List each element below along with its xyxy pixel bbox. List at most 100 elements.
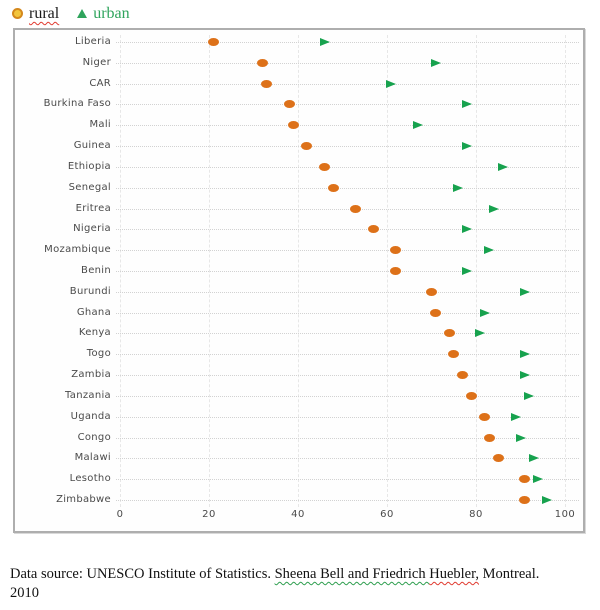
urban-marker [430, 58, 441, 67]
category-label-eritrea: Eritrea [75, 202, 111, 214]
category-label-zambia: Zambia [71, 369, 111, 381]
x-tick-label-0: 0 [116, 509, 124, 520]
row-dotted-line [116, 146, 579, 148]
row-dotted-line [116, 333, 579, 335]
caption-author-names: Sheena Bell and Friedrich [274, 566, 430, 582]
category-label-zimbabwe: Zimbabwe [56, 494, 111, 506]
x-tick-label-100: 100 [554, 509, 576, 520]
row-dotted-line [116, 458, 579, 460]
rural-marker [390, 267, 402, 276]
urban-marker [524, 391, 535, 400]
gridline-x-20 [209, 35, 210, 507]
category-label-lesotho: Lesotho [69, 473, 111, 485]
rural-marker [519, 475, 531, 484]
urban-marker [413, 121, 424, 130]
chart-legend: rural urban [12, 5, 130, 27]
row-dotted-line [116, 416, 579, 418]
urban-marker [462, 267, 473, 276]
row-dotted-line [116, 437, 579, 439]
urban-marker [519, 287, 530, 296]
urban-marker [386, 79, 397, 88]
rural-marker [483, 433, 495, 442]
rural-marker [466, 391, 478, 400]
category-label-malawi: Malawi [74, 452, 111, 464]
urban-marker [497, 162, 508, 171]
urban-marker [484, 246, 495, 255]
urban-marker [542, 496, 553, 505]
rural-marker [319, 162, 331, 171]
category-label-tanzania: Tanzania [65, 389, 111, 401]
gridline-x-0 [120, 35, 121, 507]
caption-author-surname: Huebler, [429, 566, 479, 582]
urban-marker [488, 204, 499, 213]
gridline-x-80 [476, 35, 477, 507]
rural-marker [256, 58, 268, 67]
x-tick-label-40: 40 [291, 509, 305, 520]
rural-legend-marker-icon [12, 8, 23, 19]
caption-suffix: Montreal. [478, 566, 540, 582]
x-tick-label-60: 60 [380, 509, 394, 520]
gridline-x-100 [565, 35, 566, 507]
row-dotted-line [116, 187, 579, 189]
rural-marker [448, 350, 460, 359]
caption: Data source: UNESCO Institute of Statist… [10, 565, 595, 603]
urban-marker [319, 38, 330, 46]
row-dotted-line [116, 375, 579, 377]
row-dotted-line [116, 229, 579, 231]
category-label-uganda: Uganda [70, 410, 111, 422]
gridline-x-40 [298, 35, 299, 507]
rural-marker [328, 183, 340, 192]
category-label-congo: Congo [77, 431, 111, 443]
urban-marker [453, 183, 464, 192]
chart-frame: Liberia Niger CAR Burkina Faso Mali Guinea Eth… [13, 28, 585, 533]
rural-marker [283, 100, 295, 109]
category-label-burkina-faso: Burkina Faso [43, 98, 111, 110]
row-dotted-line [116, 42, 579, 43]
category-label-mali: Mali [89, 119, 111, 131]
rural-marker [443, 329, 455, 338]
rural-marker [288, 121, 300, 130]
row-dotted-line [116, 250, 579, 252]
rural-marker [350, 204, 362, 213]
category-label-kenya: Kenya [78, 327, 111, 339]
category-label-togo: Togo [86, 348, 111, 360]
urban-marker [519, 371, 530, 380]
rural-marker [492, 454, 504, 463]
row-dotted-line [116, 104, 579, 106]
row-dotted-line [116, 62, 579, 64]
category-label-car: CAR [89, 77, 111, 89]
urban-marker [528, 454, 539, 463]
rural-marker [457, 371, 469, 380]
row-dotted-line [116, 125, 579, 127]
caption-year: 2010 [10, 585, 39, 601]
row-dotted-line [116, 291, 579, 293]
row-dotted-line [116, 500, 579, 502]
urban-legend-label: urban [93, 5, 130, 22]
category-label-liberia: Liberia [75, 36, 111, 47]
row-dotted-line [116, 271, 579, 273]
row-dotted-line [116, 83, 579, 85]
urban-marker [462, 100, 473, 109]
rural-marker [390, 246, 402, 255]
row-dotted-line [116, 479, 579, 481]
urban-marker [462, 142, 473, 151]
urban-marker [462, 225, 473, 234]
category-label-guinea: Guinea [73, 140, 111, 152]
caption-prefix: Data source: UNESCO Institute of Statist… [10, 566, 275, 582]
rural-legend-label: rural [29, 5, 60, 22]
row-dotted-line [116, 166, 579, 168]
urban-marker [475, 329, 486, 338]
urban-legend-marker-icon [77, 9, 88, 18]
category-label-nigeria: Nigeria [73, 223, 111, 235]
row-dotted-line [116, 208, 579, 210]
row-dotted-line [116, 354, 579, 356]
category-label-senegal: Senegal [68, 181, 111, 193]
rural-marker [479, 412, 491, 421]
urban-marker [479, 308, 490, 317]
row-dotted-line [116, 395, 579, 397]
rural-marker [426, 287, 437, 296]
urban-marker [515, 433, 526, 442]
x-tick-label-20: 20 [202, 509, 216, 520]
category-label-niger: Niger [82, 56, 111, 68]
